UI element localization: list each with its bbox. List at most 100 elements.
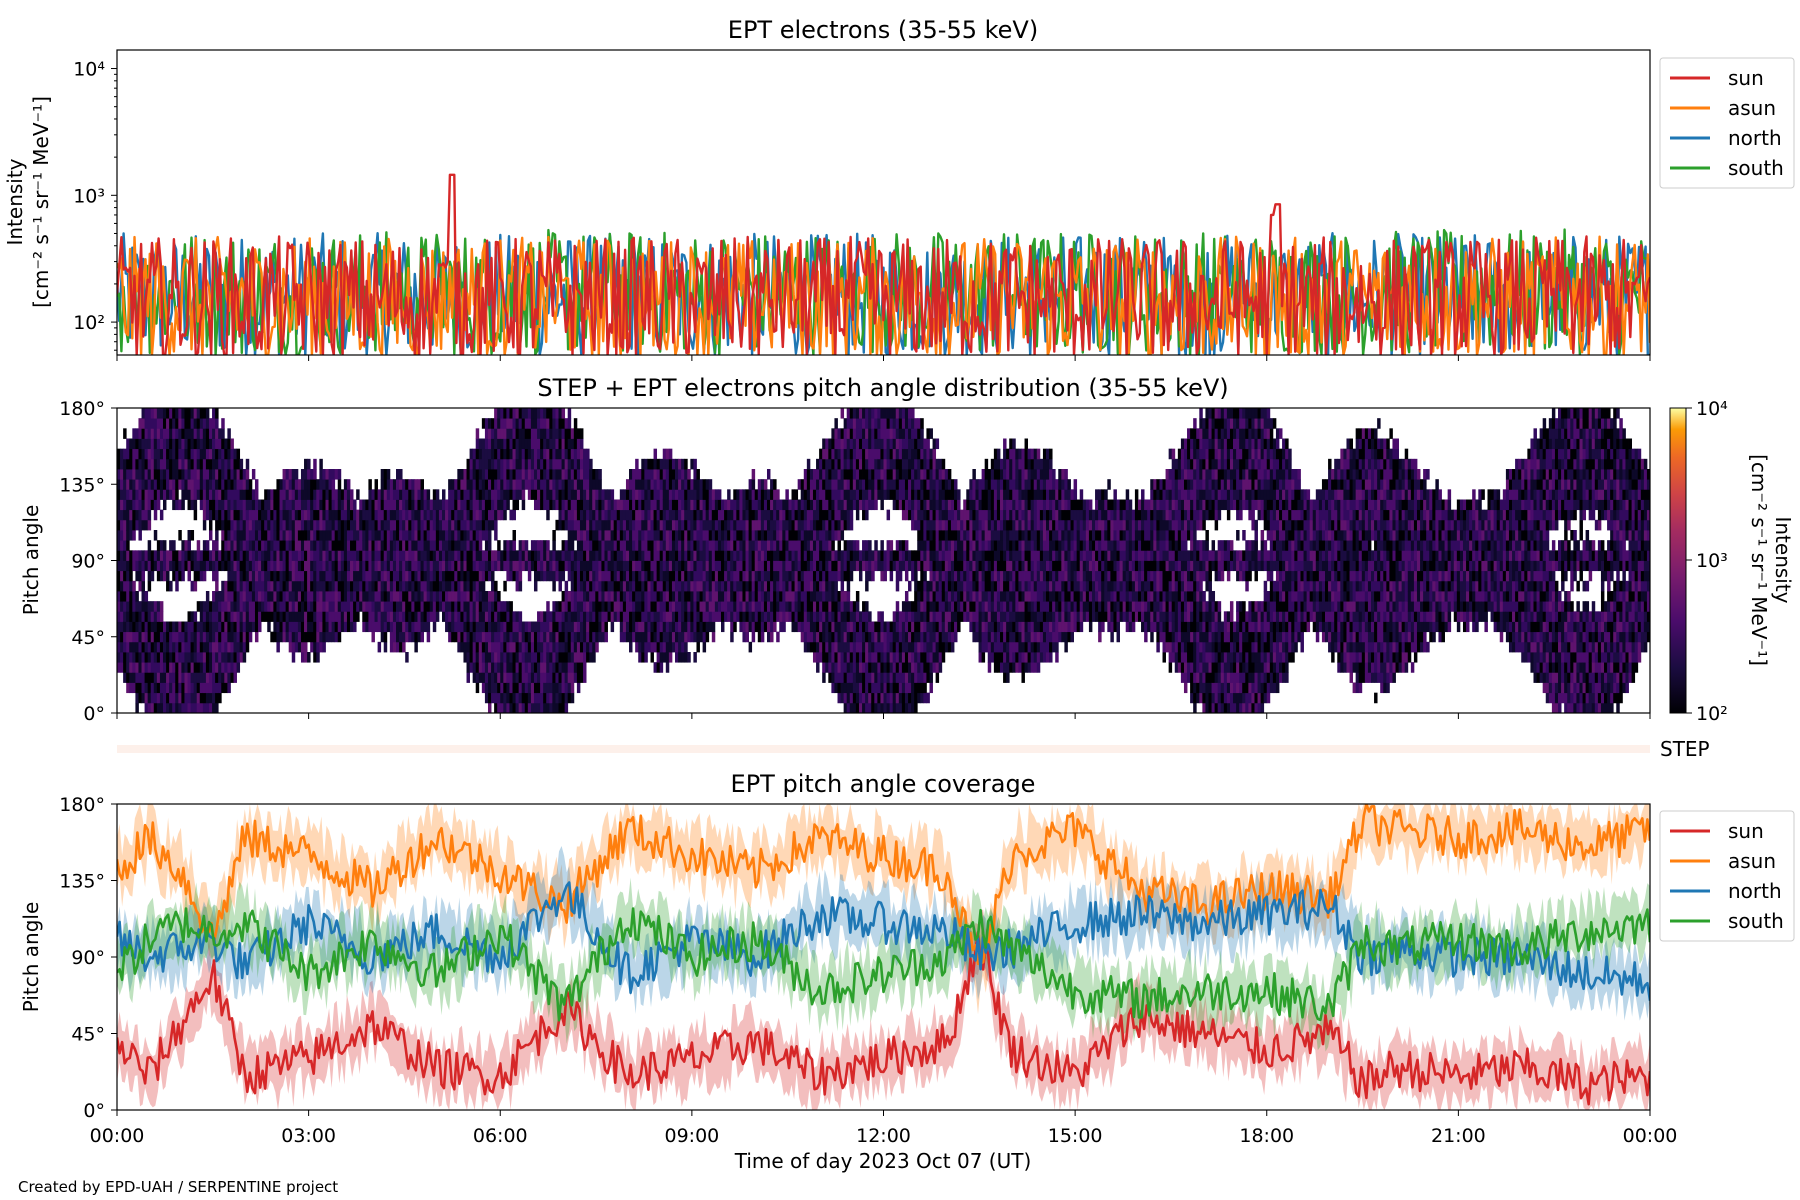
pad-cell xyxy=(843,692,848,704)
pad-cell xyxy=(675,499,679,511)
pad-cell xyxy=(506,469,510,480)
pad-cell xyxy=(484,540,489,551)
pad-cell xyxy=(763,479,768,490)
pad-cell xyxy=(837,672,841,683)
pad-cell xyxy=(264,499,268,511)
pad-cell xyxy=(816,489,820,500)
pad-cell xyxy=(537,560,541,572)
pad-cell xyxy=(212,489,216,500)
pad-cell xyxy=(665,540,670,551)
pad-cell xyxy=(564,652,569,663)
pad-cell xyxy=(619,601,624,612)
pad-cell xyxy=(564,611,569,622)
pad-cell xyxy=(331,499,336,511)
pad-cell xyxy=(463,560,467,572)
pad-cell xyxy=(448,601,452,612)
pad-cell xyxy=(791,509,795,521)
pad-cell xyxy=(172,672,176,683)
pad-cell xyxy=(840,530,845,541)
pad-cell xyxy=(684,601,688,612)
pad-cell xyxy=(279,560,283,572)
pad-cell xyxy=(739,540,743,551)
pad-cell xyxy=(442,580,446,592)
pad-cell xyxy=(457,591,461,602)
pad-cell xyxy=(190,682,195,694)
pad-cell xyxy=(665,652,670,663)
pad-cell xyxy=(745,519,749,531)
pad-cell xyxy=(791,591,795,602)
pad-cell xyxy=(205,682,210,694)
pad-cell xyxy=(515,652,520,663)
pad-cell xyxy=(503,631,507,643)
pad-cell xyxy=(650,570,654,582)
pad-cell xyxy=(843,540,848,551)
pad-cell xyxy=(546,469,550,480)
pad-cell xyxy=(408,489,412,500)
pad-cell xyxy=(552,428,556,439)
pad-cell xyxy=(322,550,326,561)
pad-cell xyxy=(782,550,786,561)
pad-cell xyxy=(221,631,225,643)
pad-cell xyxy=(117,469,121,480)
pad-cell xyxy=(319,591,323,602)
pad-cell xyxy=(779,509,783,521)
pad-cell xyxy=(454,519,458,531)
pad-cell xyxy=(487,448,492,460)
pad-cell xyxy=(681,550,685,561)
pad-cell xyxy=(543,692,547,704)
pad-cell xyxy=(144,408,149,419)
pad-cell xyxy=(141,672,145,683)
pad-cell xyxy=(616,580,621,592)
pad-cell xyxy=(202,560,207,572)
pad-cell xyxy=(221,560,225,572)
pad-cell xyxy=(374,540,379,551)
pad-cell xyxy=(527,489,532,500)
pad-cell xyxy=(828,652,832,663)
pad-cell xyxy=(644,519,648,531)
pad-cell xyxy=(120,621,124,633)
pad-cell xyxy=(862,428,866,439)
pad-cell xyxy=(193,652,198,663)
pad-cell xyxy=(144,448,149,460)
pad-cell xyxy=(788,540,792,551)
pad-cell xyxy=(190,428,195,439)
pad-cell xyxy=(579,570,584,582)
pad-cell xyxy=(270,519,274,531)
pad-cell xyxy=(230,611,234,622)
pad-cell xyxy=(537,611,541,622)
pad-cell xyxy=(129,458,133,470)
pad-cell xyxy=(276,570,280,582)
pad-cell xyxy=(466,560,470,572)
pad-cell xyxy=(852,631,857,643)
pad-cell xyxy=(558,408,562,419)
pad-cell xyxy=(739,621,743,633)
pad-cell xyxy=(254,570,259,582)
pad-cell xyxy=(144,560,149,572)
pad-cell xyxy=(353,611,357,622)
pad-cell xyxy=(635,570,639,582)
pad-cell xyxy=(172,469,176,480)
pad-cell xyxy=(150,458,155,470)
pad-cell xyxy=(166,692,170,704)
pad-cell xyxy=(530,469,535,480)
pad-cell xyxy=(481,652,486,663)
pad-cell xyxy=(297,631,302,643)
pad-cell xyxy=(828,560,832,572)
pad-cell xyxy=(766,621,771,633)
pad-cell xyxy=(313,641,317,653)
pad-cell xyxy=(340,540,345,551)
pad-cell xyxy=(684,509,688,521)
pad-cell xyxy=(304,560,308,572)
pad-cell xyxy=(515,621,520,633)
pad-cell xyxy=(175,550,179,561)
pad-cell xyxy=(442,499,446,511)
pad-cell xyxy=(218,682,222,694)
pad-cell xyxy=(819,499,823,511)
pad-cell xyxy=(227,438,231,450)
pad-cell xyxy=(874,702,878,713)
pad-cell xyxy=(300,611,305,622)
pad-cell xyxy=(362,570,366,582)
pad-cell xyxy=(797,550,802,561)
pad-cell xyxy=(717,560,722,572)
pad-cell xyxy=(533,448,538,460)
